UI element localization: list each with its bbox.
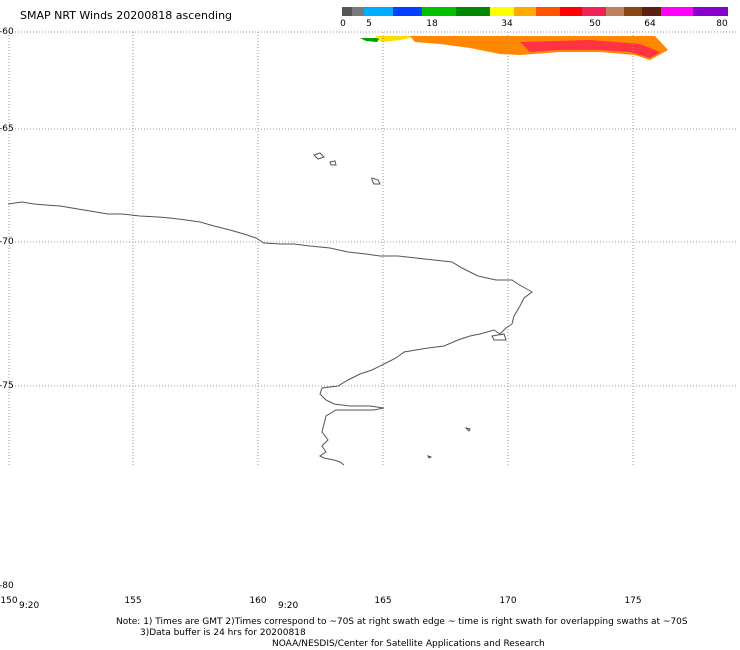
scale-seg [642, 7, 661, 16]
scale-seg [624, 7, 643, 16]
scale-tick-label: 34 [501, 19, 513, 29]
scale-tick-label: 80 [716, 19, 728, 29]
lon-label: 150 [0, 596, 18, 606]
scale-seg [693, 7, 728, 16]
scale-seg [392, 7, 423, 16]
scale-seg [606, 7, 625, 16]
lon-label: 165 [374, 596, 392, 606]
wind-swath [360, 36, 668, 60]
scale-seg [490, 7, 515, 16]
lon-label: 155 [124, 596, 142, 606]
scale-seg [514, 7, 536, 16]
scale-seg [342, 7, 353, 16]
credit-line: NOAA/NESDIS/Center for Satellite Applica… [272, 639, 545, 649]
lat-label: -65 [0, 124, 14, 134]
lat-label: -70 [0, 237, 14, 247]
scale-tick-label: 50 [589, 19, 601, 29]
scale-tick-label: 18 [426, 19, 438, 29]
scale-seg [660, 7, 694, 16]
wind-color-scale [342, 7, 728, 16]
scale-seg [582, 7, 606, 16]
lon-label: 160 [249, 596, 267, 606]
wind-swath-red [520, 40, 660, 58]
graticule [8, 31, 738, 465]
lon-label: 175 [624, 596, 642, 606]
scale-seg [455, 7, 491, 16]
scale-seg [363, 7, 393, 16]
lat-label: -60 [0, 27, 14, 37]
wind-swath-yellow [375, 36, 420, 42]
swath-time-label: 9:20 [19, 601, 40, 611]
lon-label: 170 [499, 596, 517, 606]
note-line-1: Note: 1) Times are GMT 2)Times correspon… [116, 617, 688, 627]
coastline [7, 152, 533, 466]
wind-swath-green [360, 38, 380, 42]
swath-time-label: 9:20 [278, 601, 299, 611]
note-line-2: 3)Data buffer is 24 hrs for 20200818 [140, 628, 306, 638]
scale-seg [535, 7, 560, 16]
map-title: SMAP NRT Winds 20200818 ascending [20, 9, 233, 22]
lat-label: -80 [0, 581, 14, 591]
scale-tick-label: 64 [644, 19, 656, 29]
scale-tick-label: 0 [340, 19, 346, 29]
scale-seg [422, 7, 456, 16]
scale-tick-label: 5 [366, 19, 372, 29]
lat-label: -75 [0, 381, 14, 391]
scale-seg [559, 7, 583, 16]
scale-seg [352, 7, 364, 16]
